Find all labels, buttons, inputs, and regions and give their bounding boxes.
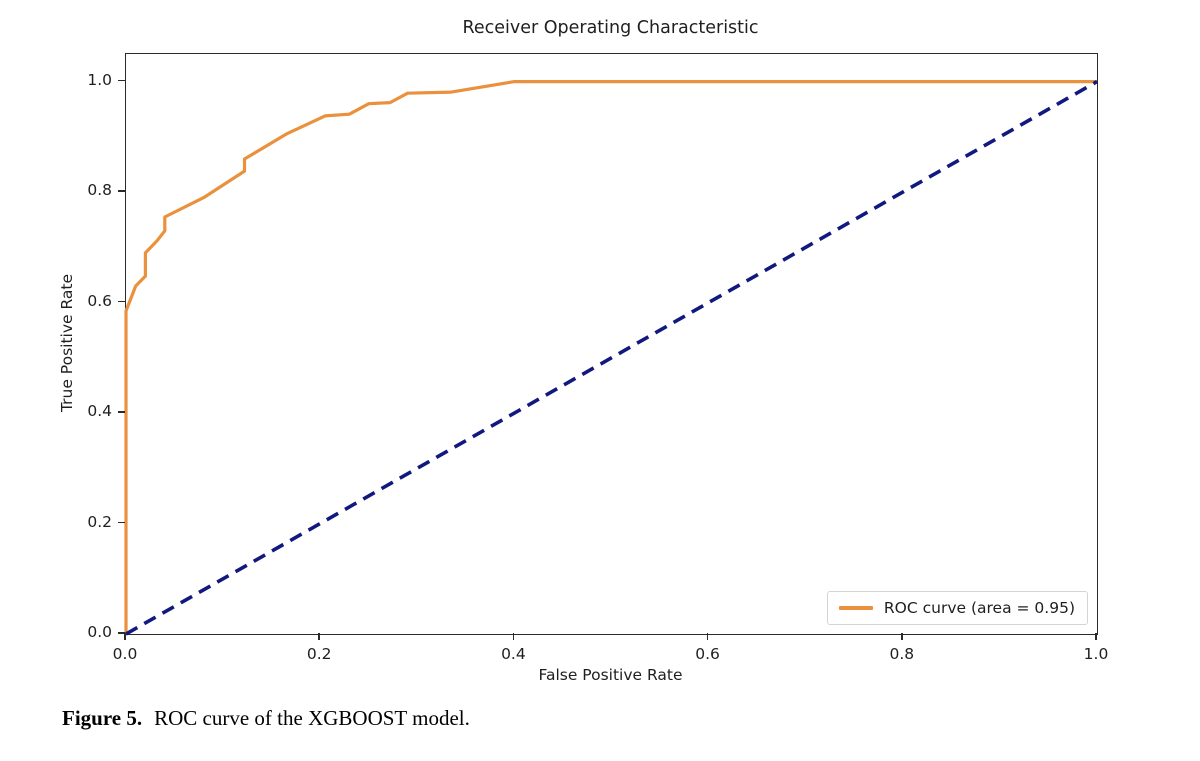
x-tick-mark (512, 633, 515, 640)
figure-caption: Figure 5. ROC curve of the XGBOOST model. (62, 706, 470, 731)
x-tick-mark (901, 633, 903, 640)
caption-text: ROC curve of the XGBOOST model. (154, 706, 470, 730)
chart-title: Receiver Operating Characteristic (462, 18, 759, 38)
y-tick-mark (118, 411, 125, 413)
chance-diagonal-line (125, 80, 1098, 636)
roc-curve-legend-swatch (838, 606, 873, 610)
y-tick-label: 0.6 (87, 291, 112, 310)
x-tick-label: 0.0 (112, 645, 138, 663)
x-tick-mark (124, 633, 126, 640)
x-axis-label: False Positive Rate (538, 666, 683, 684)
x-tick-label: 0.2 (306, 645, 332, 663)
y-tick-label: 0.4 (87, 402, 112, 421)
legend: ROC curve (area = 0.95) (826, 591, 1088, 625)
y-tick-mark (118, 300, 125, 303)
x-tick-label: 0.8 (889, 645, 915, 663)
y-tick-label: 1.0 (87, 70, 112, 89)
x-tick-label: 1.0 (1083, 645, 1109, 663)
x-tick-label: 0.4 (501, 645, 526, 663)
x-tick-mark (1095, 633, 1097, 640)
x-tick-label: 0.6 (695, 645, 720, 663)
y-tick-mark (118, 190, 125, 192)
roc-plot-svg (124, 80, 1098, 636)
legend-label: ROC curve (area = 0.95) (883, 599, 1075, 617)
x-tick-mark (318, 633, 320, 640)
y-tick-mark (118, 79, 125, 82)
y-tick-mark (118, 521, 125, 524)
y-tick-mark (118, 632, 125, 634)
y-tick-label: 0.0 (87, 623, 112, 641)
roc-curve-line (124, 80, 1097, 634)
plot-area: ROC curve (area = 0.95) (124, 53, 1098, 636)
x-tick-mark (706, 633, 709, 640)
caption-number: Figure 5. (62, 706, 143, 730)
y-tick-label: 0.8 (87, 181, 112, 200)
y-tick-label: 0.2 (87, 512, 112, 531)
